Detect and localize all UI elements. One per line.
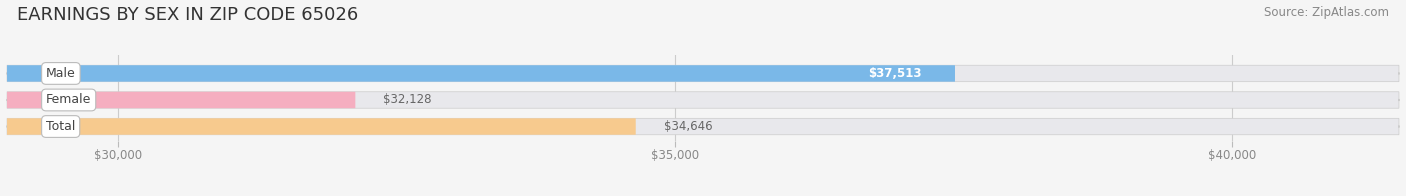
- FancyBboxPatch shape: [7, 65, 1399, 82]
- Text: Male: Male: [46, 67, 76, 80]
- FancyBboxPatch shape: [7, 92, 1399, 108]
- Text: $32,128: $32,128: [384, 93, 432, 106]
- FancyBboxPatch shape: [7, 118, 636, 135]
- Text: Total: Total: [46, 120, 76, 133]
- Text: $34,646: $34,646: [664, 120, 713, 133]
- Text: $37,513: $37,513: [868, 67, 921, 80]
- Text: EARNINGS BY SEX IN ZIP CODE 65026: EARNINGS BY SEX IN ZIP CODE 65026: [17, 6, 359, 24]
- FancyBboxPatch shape: [7, 65, 955, 82]
- Text: Source: ZipAtlas.com: Source: ZipAtlas.com: [1264, 6, 1389, 19]
- Text: Female: Female: [46, 93, 91, 106]
- FancyBboxPatch shape: [7, 92, 356, 108]
- FancyBboxPatch shape: [7, 118, 1399, 135]
